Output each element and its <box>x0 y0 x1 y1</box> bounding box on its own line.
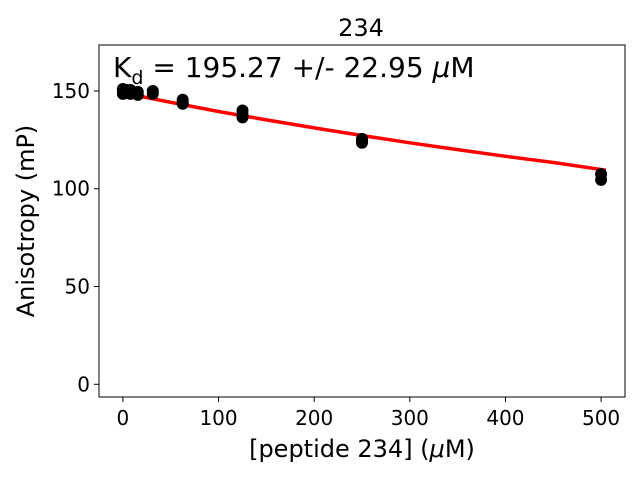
y-ticks: 0 50 100 150 <box>52 79 99 396</box>
y-tick-label: 100 <box>52 177 90 201</box>
fit-layer <box>122 91 607 172</box>
x-ticks: 0 100 200 300 400 500 <box>117 397 620 430</box>
y-tick-label: 0 <box>77 372 90 396</box>
x-tick-label: 500 <box>582 406 620 430</box>
y-axis-label: Anisotropy (mP) <box>12 125 40 318</box>
kd-annotation: Kd = 195.27 +/- 22.95 μM <box>113 51 475 89</box>
fit-line <box>122 91 607 172</box>
x-axis-label: [peptide 234] (μM) <box>249 435 475 463</box>
data-point <box>146 87 159 100</box>
data-point <box>131 88 144 101</box>
x-tick-label: 0 <box>117 406 130 430</box>
data-point <box>595 173 608 186</box>
data-point <box>236 111 249 124</box>
y-tick-label: 150 <box>52 79 90 103</box>
points-layer <box>116 83 608 186</box>
plot-frame <box>98 44 626 398</box>
data-point <box>176 97 189 110</box>
x-tick-label: 200 <box>295 406 333 430</box>
data-point <box>356 136 368 149</box>
y-tick-label: 50 <box>65 275 90 299</box>
x-tick-label: 300 <box>391 406 429 430</box>
chart-title: 234 <box>338 14 384 42</box>
x-tick-label: 100 <box>199 406 237 430</box>
x-tick-label: 400 <box>486 406 524 430</box>
